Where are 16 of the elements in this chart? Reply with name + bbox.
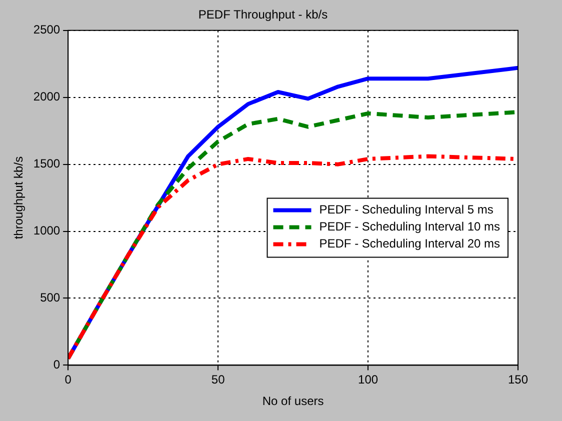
- x-tick-label: 50: [211, 372, 226, 387]
- x-tick-label: 100: [358, 372, 378, 387]
- y-tick-label: 500: [40, 290, 60, 305]
- legend-label: PEDF - Scheduling Interval 20 ms: [319, 236, 500, 251]
- x-tick-label: 150: [508, 372, 528, 387]
- y-tick-label: 1000: [33, 224, 60, 238]
- legend-label: PEDF - Scheduling Interval 10 ms: [319, 220, 500, 234]
- x-tick-label: 0: [64, 372, 72, 387]
- y-tick-label: 1500: [33, 156, 60, 171]
- x-axis-title: No of users: [262, 394, 324, 408]
- y-axis-title: throughput kb/s: [12, 156, 26, 240]
- y-tick-label: 0: [53, 358, 60, 372]
- y-tick-label: 2500: [33, 22, 60, 37]
- legend-label: PEDF - Scheduling Interval 5 ms: [319, 202, 494, 217]
- chart-title: PEDF Throughput - kb/s: [198, 8, 328, 22]
- y-tick-label: 2000: [33, 90, 60, 104]
